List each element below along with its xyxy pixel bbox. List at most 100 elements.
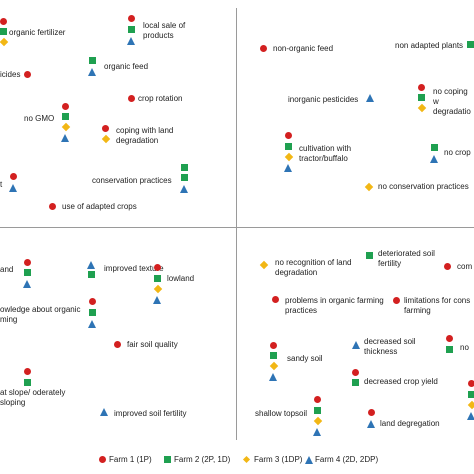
farm2-marker <box>314 407 321 414</box>
farm2-marker <box>89 57 96 64</box>
farm1-marker <box>285 132 292 139</box>
farm3-marker <box>269 361 279 371</box>
farm4-marker <box>100 408 108 416</box>
farm2-marker <box>181 174 188 181</box>
label-no-coping: no coping w degradatio <box>433 87 471 116</box>
horizontal-axis <box>0 227 474 228</box>
legend-label: Farm 2 (2P, 1D) <box>174 455 231 464</box>
farm2-marker <box>62 113 69 120</box>
farm4-marker <box>87 261 95 269</box>
farm4-marker <box>127 37 135 45</box>
farm2-marker <box>128 26 135 33</box>
legend-label: Farm 3 (1DP) <box>254 455 303 464</box>
label-no-crop: no crop <box>444 148 471 157</box>
farm3-marker <box>61 122 71 132</box>
farm2-marker <box>89 309 96 316</box>
vertical-axis <box>236 8 237 440</box>
farm4-marker <box>180 185 188 193</box>
farm1-marker <box>89 298 96 305</box>
farm3-marker <box>259 260 269 270</box>
label-adapted-crops: use of adapted crops <box>62 202 137 211</box>
farm4-marker <box>367 420 375 428</box>
farm2-marker <box>431 144 438 151</box>
legend-label: Farm 4 (2D, 2DP) <box>315 455 379 464</box>
farm1-marker <box>352 369 359 376</box>
farm1-marker <box>128 95 135 102</box>
farm3-marker <box>313 416 323 426</box>
label-inorganic-pesticides: inorganic pesticides <box>288 95 359 104</box>
label-problems: problems in organic farming practices <box>285 296 384 315</box>
farm2-marker <box>418 94 425 101</box>
legend: Farm 1 (1P) Farm 2 (2P, 1D) Farm 3 (1DP)… <box>0 451 474 469</box>
farm3-marker <box>284 152 294 162</box>
label-sandy-soil: sandy soil <box>287 354 323 363</box>
farm2-marker <box>270 352 277 359</box>
farm4-marker <box>88 320 96 328</box>
farm1-marker <box>154 264 161 271</box>
farm1-marker <box>0 18 7 25</box>
farm2-marker <box>181 164 188 171</box>
farm1-marker <box>62 103 69 110</box>
farm2-marker <box>467 41 474 48</box>
farm1-marker <box>314 396 321 403</box>
label-organic-fertilizer: organic fertilizer <box>9 28 66 37</box>
farm4-marker <box>467 412 474 420</box>
farm4-marker <box>430 155 438 163</box>
triangle-icon <box>305 456 313 464</box>
farm1-marker <box>272 296 279 303</box>
label-decreased-thickness: decreased soil thickness <box>364 337 416 356</box>
farm4-marker <box>23 280 31 288</box>
farm1-marker <box>468 380 474 387</box>
farm4-marker <box>9 184 17 192</box>
farm3-marker <box>364 182 374 192</box>
farm1-marker <box>49 203 56 210</box>
label-non-adapted-plants: non adapted plants <box>395 41 464 50</box>
label-local-sale: local sale of products <box>143 21 186 40</box>
farm1-marker <box>444 263 451 270</box>
farm1-marker <box>418 84 425 91</box>
label-deteriorated: deteriorated soil fertility <box>378 249 435 268</box>
farm2-marker <box>285 143 292 150</box>
farm1-marker <box>24 71 31 78</box>
farm2-marker <box>366 252 373 259</box>
label-knowledge: owledge about organic ming <box>0 305 81 324</box>
circle-icon <box>99 456 106 463</box>
farm1-marker <box>393 297 400 304</box>
farm4-marker <box>284 164 292 172</box>
label-and: and <box>0 265 14 274</box>
farm2-marker <box>446 346 453 353</box>
label-improved-fertility: improved soil fertility <box>114 409 187 418</box>
label-no-recognition: no recognition of land degradation <box>275 258 352 277</box>
farm2-marker <box>0 28 7 35</box>
label-organic-feed: organic feed <box>104 62 149 71</box>
farm1-marker <box>114 341 121 348</box>
label-lowland: lowland <box>167 274 195 283</box>
square-icon <box>164 456 171 463</box>
label-coping: coping with land degradation <box>116 126 174 145</box>
farm1-marker <box>270 342 277 349</box>
label-com: com <box>457 262 473 271</box>
farm1-marker <box>24 368 31 375</box>
label-icides: icides <box>0 70 21 79</box>
farm1-marker <box>446 335 453 342</box>
farm3-marker <box>153 284 163 294</box>
farm2-marker <box>24 379 31 386</box>
label-no-conservation: no conservation practices <box>378 182 469 191</box>
farm3-marker <box>467 400 474 410</box>
farm1-marker <box>24 259 31 266</box>
farm1-marker <box>10 173 17 180</box>
farm1-marker <box>260 45 267 52</box>
farm4-marker <box>153 296 161 304</box>
label-no-gmo: no GMO <box>24 114 55 123</box>
farm2-marker <box>468 391 474 398</box>
farm3-marker <box>101 134 111 144</box>
label-conservation-practices: conservation practices <box>92 176 172 185</box>
farm4-marker <box>366 94 374 102</box>
farm4-marker <box>313 428 321 436</box>
label-land-degradation: land degregation <box>380 419 440 428</box>
label-shallow: shallow topsoil <box>255 409 308 418</box>
label-no: no <box>460 343 469 352</box>
diamond-icon <box>242 455 251 464</box>
farm4-marker <box>61 134 69 142</box>
